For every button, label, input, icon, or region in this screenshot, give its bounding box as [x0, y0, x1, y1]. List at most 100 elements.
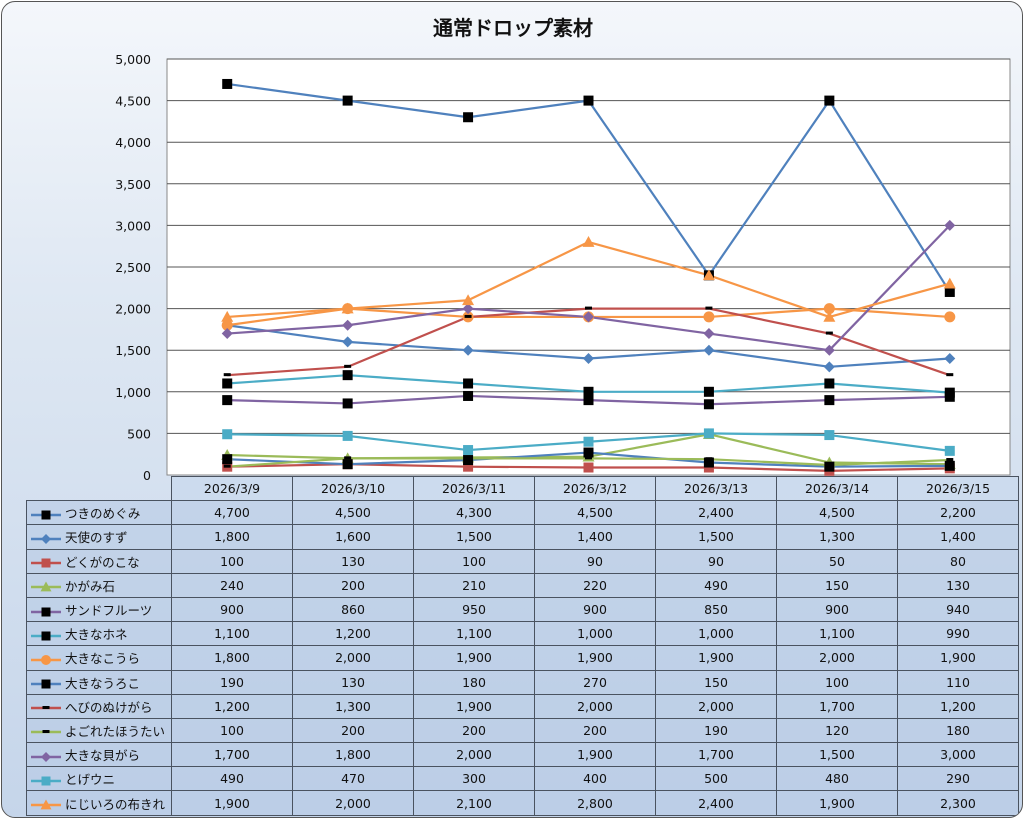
legend-label: 大きなホネ — [65, 627, 128, 643]
table-cell: 1,900 — [534, 645, 656, 671]
table-cell: 240 — [171, 572, 293, 598]
table-cell: 1,900 — [655, 645, 777, 671]
data-point — [222, 378, 233, 389]
table-cell: 220 — [534, 572, 656, 598]
table-cell: 860 — [292, 596, 414, 623]
data-point — [705, 306, 713, 310]
legend-key-icon — [31, 631, 61, 641]
table-cell: 1,000 — [655, 621, 777, 647]
data-point — [824, 395, 835, 406]
legend-key-icon — [31, 533, 61, 544]
chart-title: 通常ドロップ素材 — [433, 16, 593, 40]
data-point — [944, 311, 956, 323]
table-cell: 270 — [534, 669, 656, 695]
data-point — [944, 460, 955, 471]
y-tick-label: 0 — [143, 468, 151, 483]
table-cell: 2,300 — [897, 790, 1019, 816]
table-cell: 1,900 — [413, 693, 535, 719]
data-point — [703, 428, 714, 439]
table-cell: 150 — [655, 669, 777, 695]
legend-entry: つきのめぐみ — [26, 500, 172, 526]
table-cell: 1,100 — [776, 621, 898, 647]
table-cell: 2,400 — [655, 500, 777, 526]
table-cell: 1,100 — [413, 621, 535, 647]
data-point — [463, 378, 474, 389]
table-cell: 1,500 — [413, 524, 535, 550]
table-cell: 1,800 — [171, 645, 293, 671]
data-point — [703, 328, 715, 340]
legend-entry: 大きなうろこ — [26, 669, 172, 695]
data-point — [221, 310, 234, 322]
table-cell: 1,900 — [534, 742, 656, 768]
y-axis: 0 500 1,000 1,500 2,000 2,500 3,000 3,500 4,000 4… — [115, 52, 151, 483]
legend-key-icon — [31, 607, 61, 617]
y-tick-label: 1,000 — [115, 385, 151, 400]
data-point — [583, 95, 594, 106]
legend-entry: かがみ石 — [26, 572, 172, 598]
table-cell: 1,700 — [171, 742, 293, 768]
data-point — [583, 353, 594, 365]
table-cell: 1,200 — [292, 621, 414, 647]
data-point — [585, 456, 592, 460]
data-point — [825, 463, 833, 467]
legend-key-icon — [31, 510, 61, 520]
legend-label: にじいろの布きれ — [65, 796, 166, 812]
data-point — [221, 319, 233, 331]
table-cell: 130 — [292, 669, 414, 695]
legend-label: へびのぬけがら — [65, 699, 153, 715]
table-cell: 2,000 — [292, 790, 414, 816]
data-point — [342, 319, 354, 331]
table-cell: 1,300 — [292, 693, 414, 719]
table-row: つきのめぐみ 4,700 4,500 4,300 4,500 2,400 4,500 2,20… — [26, 500, 1019, 526]
table-cell: 100 — [171, 548, 293, 574]
legend-key-icon — [31, 679, 61, 689]
x-category-label: 2026/3/10 — [292, 475, 414, 502]
table-cell: 490 — [655, 572, 777, 598]
y-tick-label: 3,000 — [115, 218, 151, 233]
data-point — [464, 314, 472, 318]
table-cell: 1,900 — [413, 645, 535, 671]
table-row: 大きなホネ 1,100 1,200 1,100 1,000 1,000 1,100 990 — [26, 621, 1019, 647]
table-cell: 1,900 — [171, 790, 293, 816]
data-point — [946, 458, 954, 462]
x-category-label: 2026/3/14 — [776, 475, 898, 502]
table-cell: 130 — [897, 572, 1019, 598]
table-cell: 4,500 — [776, 500, 898, 526]
legend-key-icon — [31, 751, 61, 762]
table-cell: 900 — [171, 596, 293, 623]
table-cell: 1,200 — [897, 693, 1019, 719]
data-point — [463, 445, 474, 456]
data-point — [341, 302, 354, 314]
legend-key-icon — [31, 776, 61, 786]
table-row: 大きなこうら 1,800 2,000 1,900 1,900 1,900 2,000 1,90… — [26, 645, 1019, 671]
table-cell: 2,000 — [776, 645, 898, 671]
table-cell: 1,700 — [776, 693, 898, 719]
data-point — [222, 454, 233, 465]
legend-label: かがみ石 — [65, 578, 116, 594]
table-cell: 1,400 — [534, 524, 656, 550]
table-cell: 900 — [534, 596, 656, 623]
table-cell: 1,000 — [534, 621, 656, 647]
data-point — [823, 361, 835, 373]
data-point — [702, 269, 715, 281]
table-cell: 2,000 — [534, 693, 656, 719]
data-point — [222, 78, 233, 89]
data-point — [344, 364, 352, 368]
table-cell: 2,200 — [897, 500, 1019, 526]
y-tick-label: 2,500 — [115, 260, 151, 275]
table-cell: 2,000 — [292, 645, 414, 671]
table-row: かがみ石 240 200 210 220 490 150 130 — [26, 572, 1019, 598]
data-point — [824, 378, 835, 389]
x-category-label: 2026/3/9 — [171, 475, 293, 502]
table-cell: 80 — [897, 548, 1019, 574]
table-cell: 200 — [292, 572, 414, 598]
data-point — [583, 447, 594, 458]
table-cell: 480 — [776, 766, 898, 792]
data-point — [824, 95, 835, 106]
table-cell: 3,000 — [897, 742, 1019, 768]
table-cell: 50 — [776, 548, 898, 574]
data-point — [583, 462, 594, 473]
legend-key-icon — [31, 706, 61, 710]
data-point — [825, 331, 833, 335]
y-tick-label: 2,000 — [115, 302, 151, 317]
